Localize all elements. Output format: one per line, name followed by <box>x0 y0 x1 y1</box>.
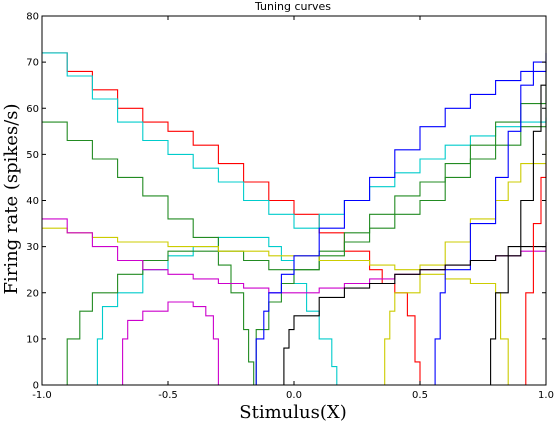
y-tick-label: 70 <box>26 58 39 69</box>
tuning-curve-8 <box>382 140 547 386</box>
x-tick-label: 0.5 <box>412 390 428 401</box>
y-tick-label: 10 <box>26 334 39 345</box>
series-layer <box>42 52 547 386</box>
tuning-curve-7 <box>42 227 509 385</box>
tuning-curve-5 <box>62 108 547 386</box>
y-tick-label: 60 <box>26 104 39 115</box>
y-axis-label: Firing rate (spikes/s) <box>1 103 22 294</box>
x-tick-label: -0.5 <box>158 390 178 401</box>
tuning-curve-10 <box>120 301 219 386</box>
y-tick-label: 40 <box>26 196 39 207</box>
tuning-curve-3 <box>94 236 338 386</box>
chart-title: Tuning curves <box>254 0 331 13</box>
tuning-curve-1 <box>42 52 421 385</box>
y-tick-label: 0 <box>33 381 39 392</box>
tuning-curve-13 <box>281 242 547 386</box>
y-tick-label: 50 <box>26 150 39 161</box>
x-tick-label: 1.0 <box>538 390 554 401</box>
tuning-curve-12 <box>432 52 547 386</box>
x-tick-label: 0.0 <box>286 390 302 401</box>
tuning-curve-15 <box>520 163 547 386</box>
x-axis-label: Stimulus(X) <box>239 402 346 423</box>
tuning-curve-14 <box>488 62 547 386</box>
tuning-curve-6 <box>243 85 547 386</box>
tuning-curve-2 <box>42 52 547 229</box>
ticks-layer: -1.0 -0.5 0.0 0.5 1.0 0 10 20 30 40 50 60 70 80 <box>26 12 554 402</box>
y-tick-label: 80 <box>26 12 39 23</box>
tuning-curve-4 <box>42 121 255 385</box>
x-tick-label: -1.0 <box>32 390 52 401</box>
y-tick-label: 30 <box>26 242 39 253</box>
y-tick-label: 20 <box>26 288 39 299</box>
tuning-curve-11 <box>253 62 547 386</box>
